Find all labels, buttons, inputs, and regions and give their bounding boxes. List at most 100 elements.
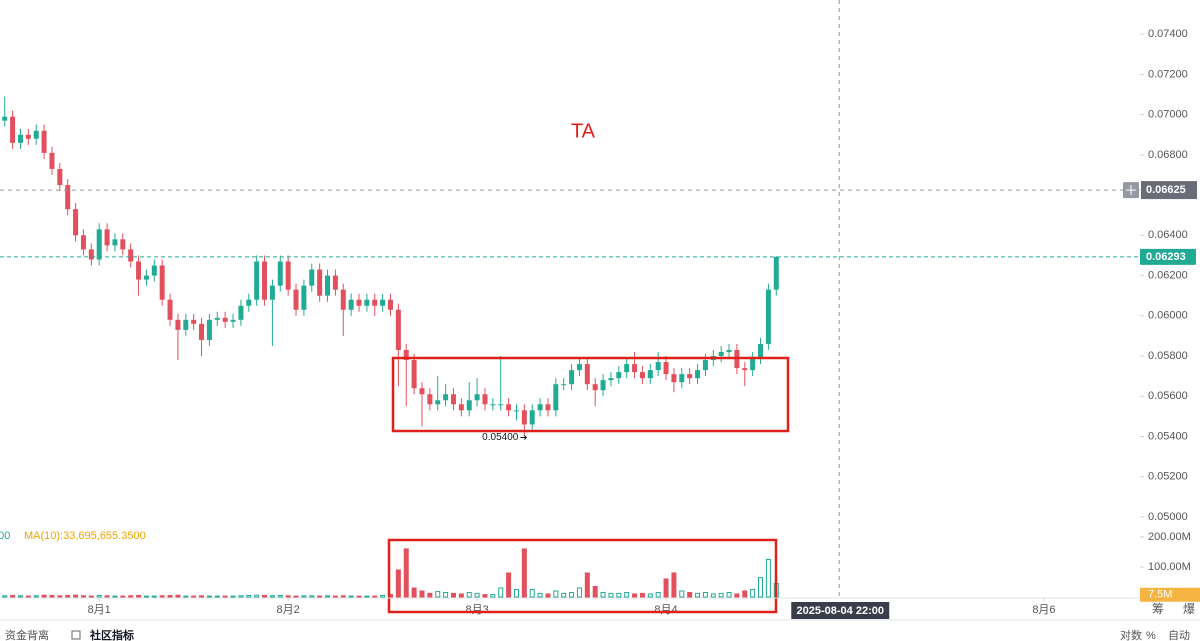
volume-bar [765, 558, 771, 598]
volume-bar [537, 592, 543, 598]
candle-body [427, 394, 433, 405]
volume-bar [73, 594, 79, 598]
candle-body [679, 374, 685, 383]
volume-bar [269, 595, 275, 598]
candle-body [387, 299, 393, 310]
volume-bar [143, 595, 149, 598]
candle-body [206, 319, 212, 340]
candle-body [592, 384, 598, 391]
volume-bar [671, 572, 677, 598]
candle-body [576, 364, 582, 371]
y-tick-label: 0.05400 [1148, 430, 1188, 442]
volume-bar [332, 595, 338, 598]
volume-bar [65, 594, 71, 598]
candle-body [57, 168, 63, 186]
volume-bar [474, 592, 480, 598]
volume-bar [450, 592, 456, 598]
candle-body [262, 261, 268, 300]
volume-bar [238, 595, 244, 598]
candle-body [616, 372, 622, 379]
volume-bar [88, 595, 94, 598]
candle-body [553, 384, 559, 411]
volume-bar [104, 595, 110, 598]
side-tool[interactable]: 筹 [1152, 602, 1164, 616]
volume-bar [183, 595, 189, 598]
volume-bar [592, 585, 598, 598]
volume-bar [348, 595, 354, 598]
candle-body [726, 349, 732, 353]
volume-bar [584, 572, 590, 598]
low-marker-arrow [520, 435, 528, 440]
candle-body [624, 364, 630, 373]
candle-body [600, 380, 606, 391]
side-tool[interactable]: 爆 [1183, 602, 1195, 616]
last-price-label: 0.06293 [1146, 251, 1186, 263]
volume-bar [647, 593, 653, 598]
volume-bar [734, 593, 740, 598]
candle-body [403, 349, 409, 361]
candle-body [411, 360, 417, 389]
volume-bar [718, 592, 724, 598]
volume-bar [403, 548, 409, 598]
candle-body [380, 299, 386, 306]
volume-bar [206, 595, 212, 598]
volume-bar [325, 595, 331, 598]
volume-bar [175, 594, 181, 598]
volume-bar [702, 591, 708, 598]
candle-body [450, 394, 456, 405]
candle-body [663, 362, 669, 375]
volume-bar [443, 591, 449, 598]
candle-body [183, 319, 189, 330]
volume-bar [435, 591, 441, 598]
candle-body [191, 319, 197, 324]
y-tick-label: 0.05200 [1148, 471, 1188, 483]
candle-body [136, 261, 142, 280]
volume-bar [167, 594, 173, 598]
candle-body [33, 130, 39, 139]
candle-body [466, 400, 472, 411]
tab[interactable]: 资金背离 [5, 628, 49, 641]
volume-marker-box [1140, 587, 1200, 602]
highlight-box [391, 356, 790, 433]
candle-body [167, 299, 173, 320]
volume-bar [262, 594, 268, 598]
toolbar-button[interactable]: 对数 [1120, 628, 1142, 641]
volume-bar [340, 595, 346, 598]
volume-bar [569, 591, 575, 598]
candle-body [17, 134, 23, 143]
volume-bar [10, 594, 16, 598]
y-tick-label: 0.05800 [1148, 350, 1188, 362]
volume-bar [624, 591, 630, 598]
candle-body [702, 360, 708, 371]
candle-body [65, 185, 71, 210]
volume-bar [222, 595, 228, 598]
volume-bar [2, 595, 8, 598]
volume-bar [490, 594, 496, 598]
candle-body [356, 299, 362, 306]
volume-bar [293, 595, 299, 598]
candle-body [443, 394, 449, 401]
toolbar-button[interactable]: 自动 [1168, 629, 1190, 641]
candle-body [49, 152, 55, 169]
candle-body [529, 410, 535, 425]
volume-bar [529, 588, 535, 598]
volume-bar [576, 587, 582, 598]
candle-body [364, 299, 370, 306]
candle-body [765, 289, 771, 344]
y-tick-label: 0.05600 [1148, 390, 1188, 402]
toolbar-button[interactable]: % [1146, 630, 1156, 641]
candle-body [490, 404, 496, 406]
volume-bar [230, 595, 236, 598]
tab-icon [71, 630, 81, 640]
candle-body [687, 374, 693, 379]
candle-body [325, 275, 331, 296]
annotation: TA [571, 120, 596, 142]
candle-body [750, 358, 756, 371]
candle-body [758, 343, 764, 359]
volume-bar [57, 595, 63, 598]
y-tick-label: 0.07000 [1148, 109, 1188, 121]
volume-bar [655, 591, 661, 598]
y-tick-label: 0.07200 [1148, 68, 1188, 80]
volume-bar [663, 578, 669, 598]
tab[interactable]: 社区指标 [89, 628, 134, 641]
